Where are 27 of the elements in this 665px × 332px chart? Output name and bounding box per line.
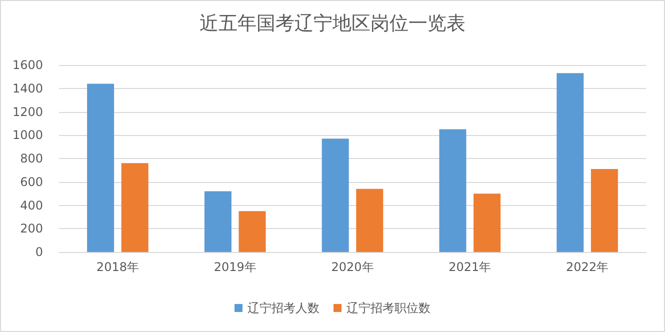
y-tick-label: 1400	[12, 81, 43, 96]
bar	[556, 73, 584, 252]
y-tick-label: 800	[20, 152, 43, 166]
bar	[87, 84, 114, 252]
bar	[238, 211, 266, 252]
bar	[121, 163, 148, 252]
x-tick-label: 2019年	[214, 260, 256, 274]
bar	[474, 194, 501, 252]
x-tick-label: 2022年	[566, 260, 609, 274]
y-tick-label: 0	[35, 245, 43, 259]
bar	[322, 138, 349, 252]
x-tick-label: 2020年	[331, 260, 374, 274]
y-tick-label: 600	[20, 174, 43, 189]
y-tick-label: 400	[20, 198, 43, 212]
y-tick-label: 1600	[12, 58, 43, 72]
bar	[356, 188, 384, 252]
chart-title: 近五年国考辽宁地区岗位一览表	[200, 12, 466, 34]
bar	[204, 191, 232, 252]
legend-label: 辽宁招考人数	[248, 301, 320, 315]
bar	[439, 129, 466, 252]
x-tick-label: 2018年	[96, 260, 139, 274]
legend-label: 辽宁招考职位数	[346, 301, 430, 315]
x-tick-label: 2021年	[448, 260, 492, 274]
y-tick-label: 200	[20, 222, 43, 236]
y-tick-label: 1200	[12, 104, 43, 119]
y-tick-label: 1000	[12, 128, 43, 142]
bar	[590, 169, 618, 252]
